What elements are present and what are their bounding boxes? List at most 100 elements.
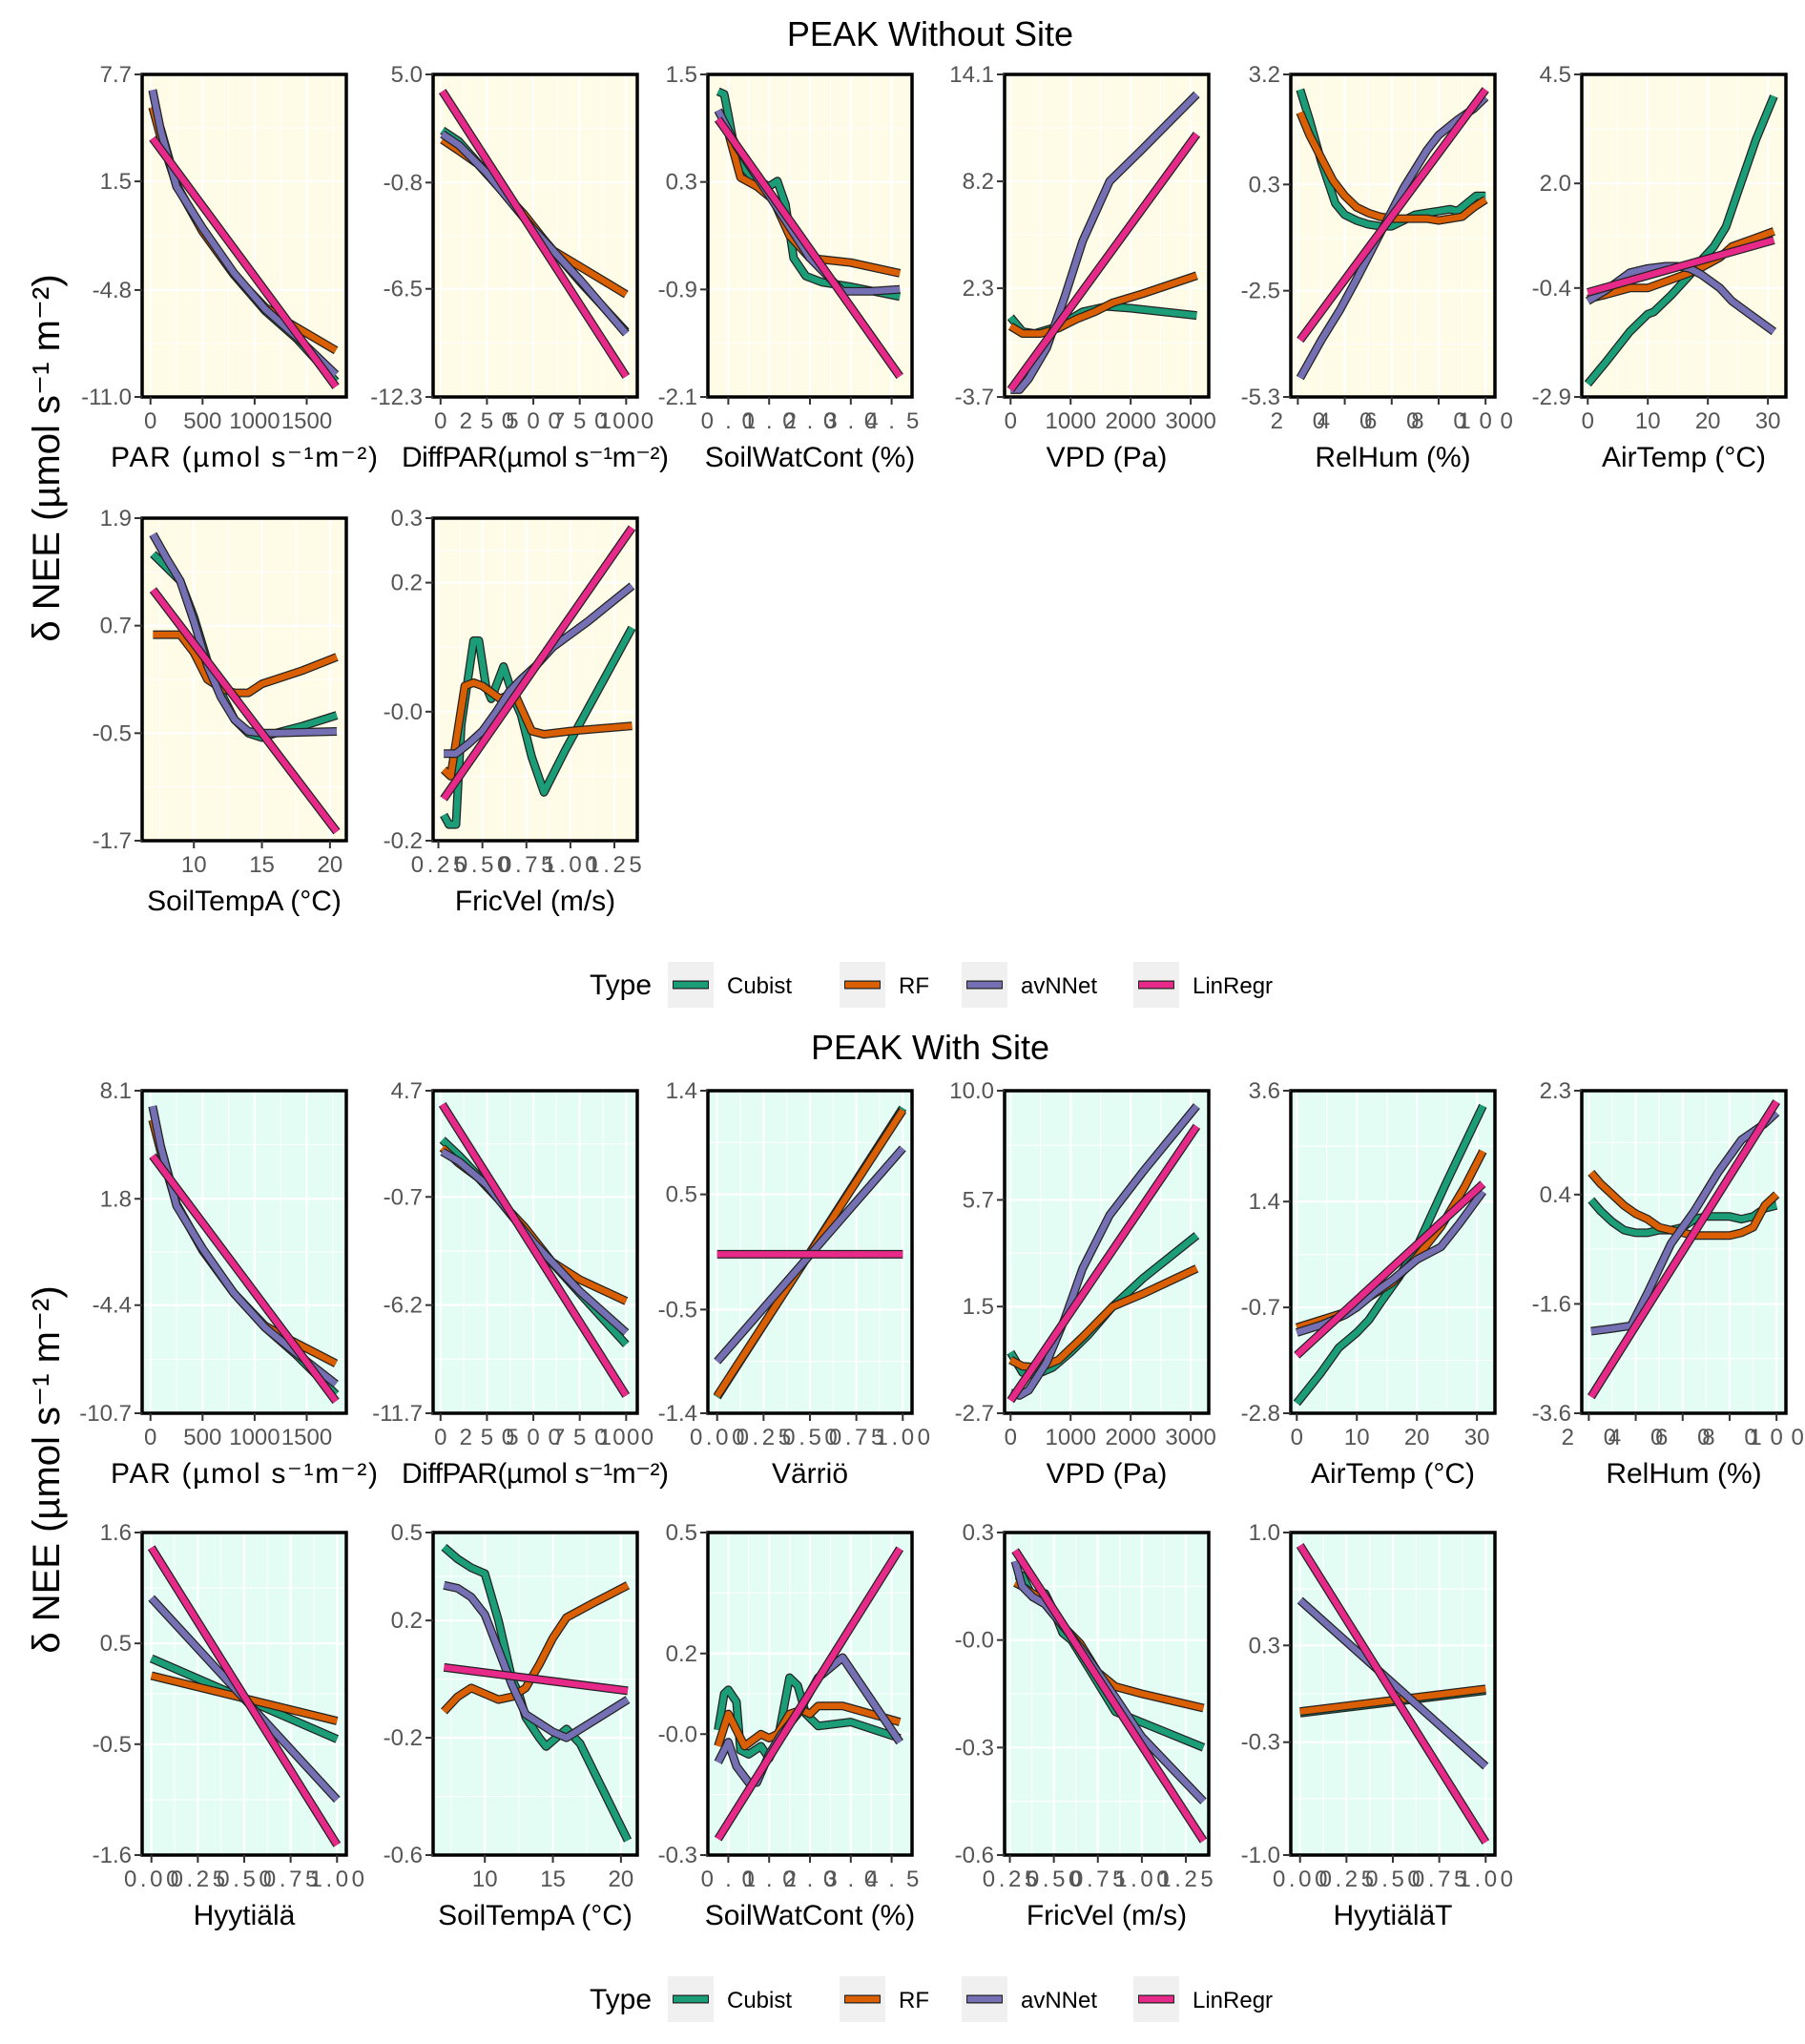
x-axis-label: VPD (Pa): [1047, 442, 1168, 473]
y-tick-label: 0.3: [1249, 1633, 1280, 1658]
x-tick-label: 10: [181, 852, 207, 878]
x-tick-label: 15: [540, 1867, 566, 1892]
y-axis-label-with-site: δ NEE (µmol s⁻¹ m⁻²): [26, 1285, 68, 1653]
series-line-linregr: [150, 588, 340, 834]
x-axis-label: HyytiäläT: [1333, 1900, 1452, 1931]
y-tick-label: 1.0: [1249, 1520, 1280, 1546]
x-tick-label: 3000: [1165, 1425, 1215, 1450]
panel-frame: [1003, 73, 1211, 399]
legend-label: LinRegr: [1193, 1988, 1273, 2013]
x-axis-label: FricVel (m/s): [1027, 1900, 1187, 1931]
y-tick-label: -0.3: [955, 1735, 994, 1761]
y-tick-label: -11.0: [81, 385, 132, 410]
y-tick-label: 1.5: [666, 62, 697, 88]
legend-item-cubist: Cubist: [668, 1976, 792, 2022]
x-tick-label: 0.50: [1365, 1867, 1421, 1892]
panel-frame: [1580, 73, 1788, 399]
x-tick-label: 1000: [599, 1425, 654, 1450]
x-tick-label: 0.1: [701, 1867, 757, 1892]
y-tick-label: -2.5: [1241, 279, 1280, 304]
x-tick-label: 1000: [1046, 1425, 1096, 1450]
y-tick-label: -0.5: [93, 1732, 132, 1758]
x-tick-label: 1.00: [310, 1867, 365, 1892]
x-tick-label: 500: [183, 1425, 221, 1450]
y-tick-label: -0.2: [384, 828, 423, 854]
y-tick-label: 8.2: [963, 169, 994, 195]
x-tick-label: 1.25: [587, 852, 642, 878]
y-tick-label: -5.3: [1241, 385, 1280, 410]
series-line-rf: [1008, 1265, 1198, 1371]
x-tick-label: 10: [472, 1867, 498, 1892]
x-tick-label: 0: [1582, 408, 1594, 434]
x-tick-label: 1.00: [1459, 1867, 1514, 1892]
y-tick-label: -4.4: [93, 1293, 132, 1319]
y-tick-label: -3.6: [1532, 1401, 1571, 1427]
x-axis-label: SoilTempA (°C): [147, 886, 342, 917]
x-axis-label: DiffPAR(µmol s⁻¹m⁻²): [402, 442, 669, 473]
y-tick-label: 3.2: [1249, 62, 1280, 88]
legend-label: avNNet: [1021, 1988, 1097, 2013]
series-line-linregr: [1297, 1543, 1489, 1845]
y-tick-label: 10.0: [949, 1078, 994, 1104]
x-tick-label: 30: [1464, 1425, 1490, 1450]
y-tick-label: -6.5: [384, 277, 423, 302]
y-tick-label: -4.8: [93, 278, 132, 303]
y-tick-label: 1.4: [1249, 1189, 1280, 1215]
panel-soiltempa-without-site: -1.7 -0.5 0.7 1.9 10 15 20 SoilTempA (°C): [93, 506, 348, 917]
x-tick-label: 0.25: [737, 1425, 792, 1450]
y-tick-label: 0.2: [391, 1608, 423, 1634]
legend-item-linregr: LinRegr: [1133, 962, 1273, 1008]
series-line-rf: [1587, 228, 1775, 302]
legend-item-avnnet: avNNet: [962, 962, 1097, 1008]
x-tick-label: 250: [460, 408, 515, 434]
y-tick-label: 0.3: [391, 506, 423, 532]
panel-frame: [431, 73, 639, 399]
series-line-linregr: [150, 136, 339, 389]
panel-frame: [140, 1089, 348, 1415]
y-tick-label: 5.0: [391, 62, 423, 88]
y-tick-label: -10.7: [79, 1401, 132, 1427]
y-tick-label: -0.0: [658, 1721, 697, 1747]
x-axis-label: PAR (µmol s⁻¹m⁻²): [111, 1458, 378, 1490]
panel-frame: [431, 516, 639, 843]
legend-item-rf: RF: [840, 962, 929, 1008]
y-tick-label: -0.6: [384, 1843, 423, 1868]
y-tick-label: -0.7: [384, 1184, 423, 1210]
legend-label: Cubist: [727, 1988, 792, 2013]
y-tick-label: -0.5: [93, 720, 132, 746]
x-tick-label: 500: [506, 1425, 561, 1450]
series-line-avnnet: [1010, 92, 1199, 393]
series-line-linregr: [1588, 1099, 1779, 1399]
x-tick-label: 30: [1755, 408, 1781, 434]
panel-airtemp-with-site: -2.8 -0.7 1.4 3.6 0 10 20 30 AirTemp (°C): [1241, 1078, 1497, 1490]
series-line-linregr: [716, 117, 902, 379]
x-tick-label: 0.25: [171, 1867, 226, 1892]
series-line-avnnet: [443, 1582, 630, 1742]
x-tick-label: 0.75: [263, 1867, 319, 1892]
y-tick-label: -0.9: [658, 277, 697, 302]
y-tick-label: 5.7: [963, 1187, 994, 1213]
y-tick-label: -0.0: [384, 699, 423, 725]
y-tick-label: 0.5: [100, 1631, 132, 1657]
y-tick-label: -3.7: [955, 385, 994, 410]
x-tick-label: 0.50: [455, 852, 509, 878]
panel-frame: [1580, 1089, 1788, 1415]
y-tick-label: -0.8: [384, 170, 423, 196]
x-tick-label: 0.3: [782, 1867, 838, 1892]
series-line-avnnet: [1297, 94, 1488, 380]
panel-frame: [140, 73, 348, 399]
y-tick-label: 4.7: [391, 1078, 423, 1104]
panel-soilwatcont-without-site: -2.1-0.90.31.50.10.20.30.40.5SoilWatCont…: [658, 62, 920, 473]
y-tick-label: -1.6: [1532, 1291, 1571, 1317]
y-tick-label: 2.3: [963, 276, 994, 302]
x-axis-label: Värriö: [772, 1458, 848, 1490]
x-tick-label: 0.00: [690, 1425, 745, 1450]
legend-title: Type: [590, 970, 652, 1001]
panel-frame: [1289, 1089, 1497, 1415]
x-tick-label: 20: [1695, 408, 1721, 434]
x-tick-label: 0.50: [782, 1425, 838, 1450]
y-tick-label: -11.7: [372, 1401, 423, 1427]
x-tick-label: 0: [434, 1425, 446, 1450]
